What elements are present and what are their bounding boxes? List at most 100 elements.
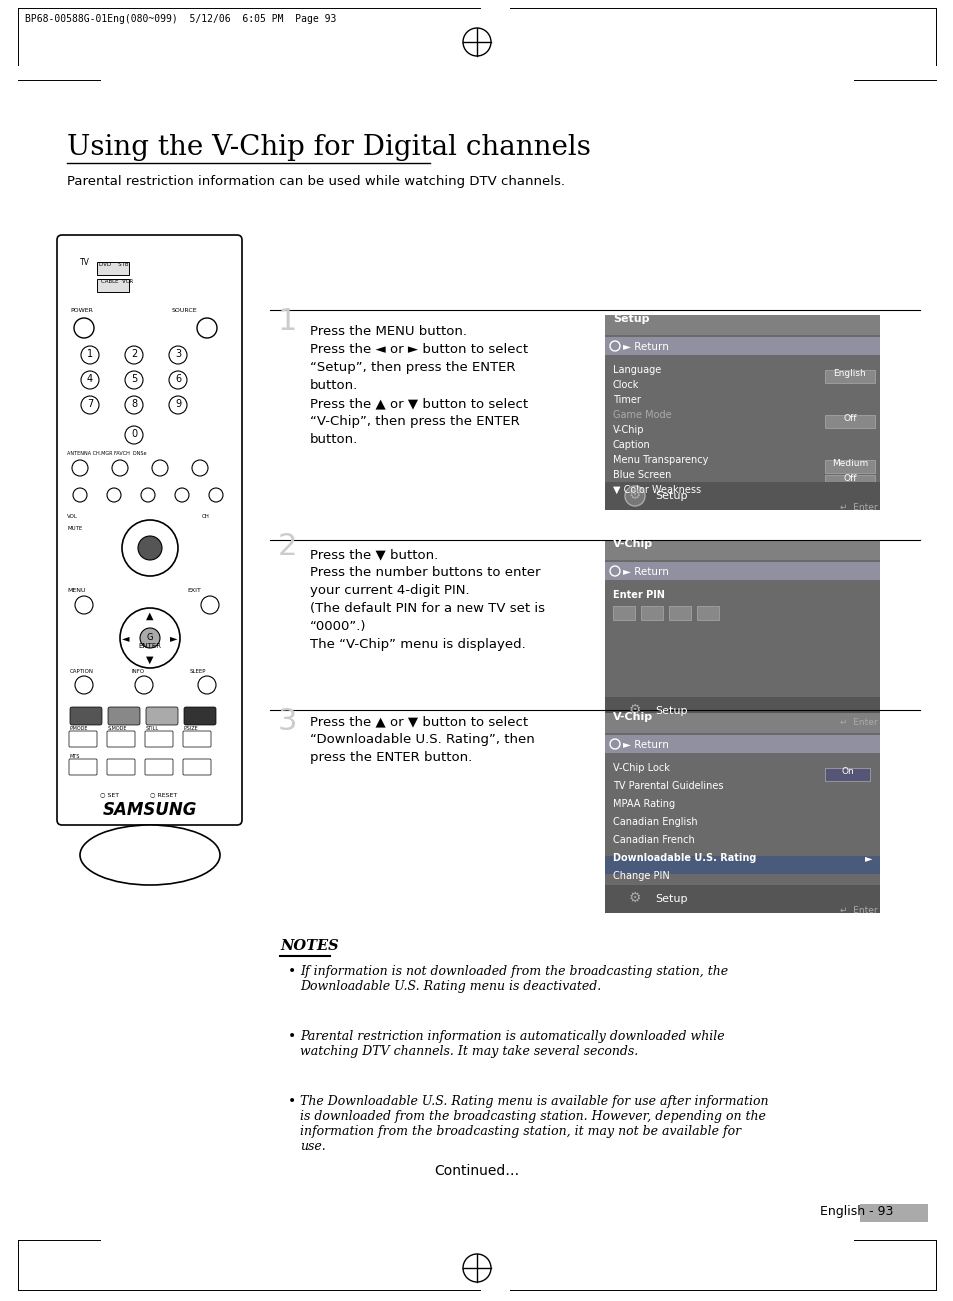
Text: Press the ▼ button.: Press the ▼ button. (310, 548, 437, 561)
Bar (824, 475, 874, 488)
Ellipse shape (80, 825, 220, 885)
Bar (604, 735, 879, 753)
Bar (613, 606, 635, 621)
Bar (668, 606, 690, 621)
Text: 9: 9 (174, 399, 181, 409)
Bar (824, 415, 874, 428)
Bar (604, 713, 879, 732)
Text: CAPTION: CAPTION (70, 669, 94, 674)
Text: use.: use. (299, 1140, 325, 1153)
Text: TV Parental Guidelines: TV Parental Guidelines (613, 781, 722, 791)
Text: “Downloadable U.S. Rating”, then: “Downloadable U.S. Rating”, then (310, 732, 535, 745)
Text: BP68-00588G-01Eng(080~099)  5/12/06  6:05 PM  Page 93: BP68-00588G-01Eng(080~099) 5/12/06 6:05 … (25, 14, 336, 23)
Text: V-Chip Lock: V-Chip Lock (613, 762, 669, 773)
Bar (824, 369, 874, 382)
FancyBboxPatch shape (108, 706, 140, 725)
Text: Press the ▲ or ▼ button to select: Press the ▲ or ▼ button to select (310, 716, 528, 729)
Circle shape (140, 628, 160, 648)
Bar (97, 262, 129, 275)
Bar (824, 461, 874, 474)
Text: your current 4-digit PIN.: your current 4-digit PIN. (310, 584, 469, 597)
Text: 0: 0 (131, 429, 137, 438)
Text: 8: 8 (131, 399, 137, 409)
Text: Language: Language (613, 366, 660, 375)
Text: Change PIN: Change PIN (613, 870, 669, 881)
FancyBboxPatch shape (70, 706, 102, 725)
Text: •: • (288, 1094, 296, 1108)
Bar (604, 885, 879, 913)
Text: Press the number buttons to enter: Press the number buttons to enter (310, 566, 540, 579)
Text: EXIT: EXIT (187, 588, 201, 593)
FancyBboxPatch shape (107, 731, 135, 747)
Bar (859, 1203, 927, 1222)
Circle shape (138, 536, 162, 559)
Text: ANTENNA CH.MGR FAVCH  DNSe: ANTENNA CH.MGR FAVCH DNSe (67, 451, 147, 455)
Text: CABLE  VCR: CABLE VCR (101, 278, 133, 284)
Text: ► Return: ► Return (622, 567, 668, 578)
FancyBboxPatch shape (145, 731, 172, 747)
Text: ↵  Enter: ↵ Enter (840, 503, 877, 513)
Text: NOTES: NOTES (280, 939, 338, 954)
Text: Setup: Setup (613, 314, 649, 324)
Text: MUTE: MUTE (67, 526, 82, 531)
Text: Setup: Setup (655, 706, 687, 716)
Bar (604, 540, 879, 725)
Text: information from the broadcasting station, it may not be available for: information from the broadcasting statio… (299, 1125, 740, 1138)
Bar (697, 606, 719, 621)
Text: ⚙: ⚙ (628, 703, 640, 717)
Text: Continued…: Continued… (434, 1164, 519, 1177)
FancyBboxPatch shape (57, 235, 242, 825)
FancyBboxPatch shape (183, 731, 211, 747)
Text: ○ SET: ○ SET (100, 792, 119, 798)
Text: ↵  Enter: ↵ Enter (840, 905, 877, 915)
Text: ► Return: ► Return (622, 342, 668, 353)
Text: ↵  Enter: ↵ Enter (840, 718, 877, 727)
Text: ►: ► (864, 853, 872, 863)
Text: Blue Screen: Blue Screen (613, 470, 671, 480)
Text: ► Return: ► Return (622, 740, 668, 749)
FancyBboxPatch shape (69, 731, 97, 747)
Text: 2: 2 (277, 532, 297, 561)
FancyBboxPatch shape (107, 758, 135, 775)
Text: The Downloadable U.S. Rating menu is available for use after information: The Downloadable U.S. Rating menu is ava… (299, 1095, 768, 1108)
Text: Timer: Timer (613, 396, 640, 405)
FancyBboxPatch shape (184, 706, 215, 725)
Text: 5: 5 (131, 373, 137, 384)
Text: Medium: Medium (831, 459, 867, 468)
Bar (97, 278, 129, 291)
Text: English: English (833, 369, 865, 379)
Text: Setup: Setup (655, 894, 687, 904)
Text: “0000”.): “0000”.) (310, 621, 366, 634)
Text: ENTER: ENTER (138, 643, 161, 649)
Text: On: On (841, 768, 854, 775)
Text: TV: TV (80, 258, 90, 267)
Text: 3: 3 (174, 349, 181, 359)
Text: Canadian English: Canadian English (613, 817, 697, 827)
Bar (604, 540, 879, 559)
Text: 3: 3 (277, 706, 297, 736)
Text: G: G (147, 632, 153, 641)
Bar (604, 713, 879, 913)
Text: 4: 4 (87, 373, 93, 384)
Text: press the ENTER button.: press the ENTER button. (310, 751, 472, 764)
Bar (640, 606, 662, 621)
Text: V-Chip: V-Chip (613, 712, 653, 722)
Text: Off: Off (842, 414, 856, 423)
Text: Downloadable U.S. Rating: Downloadable U.S. Rating (613, 853, 756, 863)
Text: 6: 6 (174, 373, 181, 384)
Text: •: • (288, 1029, 296, 1043)
Text: is downloaded from the broadcasting station. However, depending on the: is downloaded from the broadcasting stat… (299, 1110, 765, 1123)
Text: P.SIZE: P.SIZE (184, 726, 198, 731)
Text: DVD    STB: DVD STB (99, 262, 129, 267)
Text: Press the MENU button.: Press the MENU button. (310, 325, 467, 338)
Text: ◄: ◄ (122, 634, 130, 643)
Bar (604, 562, 879, 580)
Text: MTS: MTS (70, 755, 80, 758)
Text: Press the ◄ or ► button to select: Press the ◄ or ► button to select (310, 343, 528, 356)
Text: 1: 1 (277, 307, 297, 336)
Text: Enter PIN: Enter PIN (613, 589, 664, 600)
Text: ⚙: ⚙ (628, 891, 640, 905)
Text: Setup: Setup (655, 490, 687, 501)
Text: ○ RESET: ○ RESET (150, 792, 177, 798)
Text: MENU: MENU (67, 588, 86, 593)
